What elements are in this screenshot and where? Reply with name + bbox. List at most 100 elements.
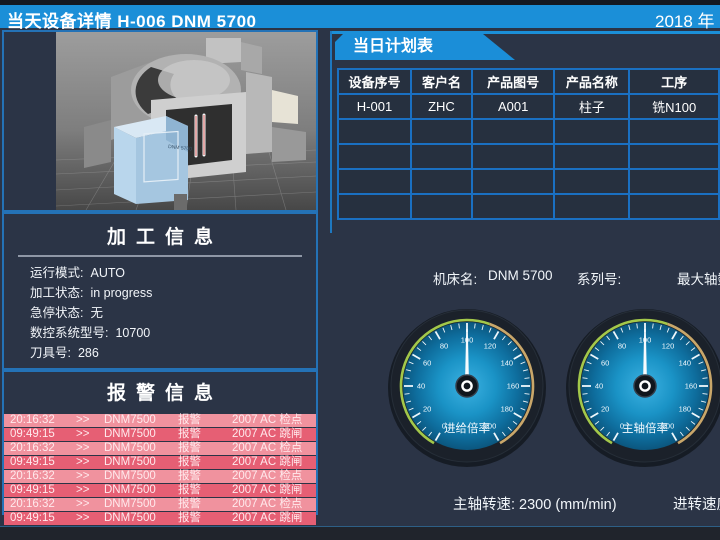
svg-text:40: 40	[417, 382, 425, 391]
alarm-type: 报警	[178, 414, 201, 426]
alarm-info-panel: 报警信息 20:16:32 >> DNM7500 报警 2007 AC 检点 09:49:…	[2, 370, 318, 525]
alarm-separator: >>	[76, 512, 90, 524]
gauge-label: 进给倍率	[444, 421, 490, 435]
table-cell	[553, 193, 631, 220]
alarm-row[interactable]: 09:49:15 >> DNM7500 报警 2007 AC 跳闸	[4, 456, 316, 469]
alarm-type: 报警	[178, 498, 201, 510]
table-row[interactable]: H-001 ZHC A001 柱子 铣N100	[337, 93, 720, 120]
alarm-type: 报警	[178, 512, 201, 524]
machine-image-panel: DNM 5700	[2, 30, 318, 212]
serial-number-label: 系列号:	[577, 272, 622, 287]
alarm-row[interactable]: 09:49:15 >> DNM7500 报警 2007 AC 跳闸	[4, 512, 316, 525]
alarm-time: 09:49:15	[10, 484, 55, 496]
alarm-code: 2007 AC 跳闸	[232, 456, 303, 468]
machine-model-text: DNM 5700	[168, 144, 193, 152]
footer-line	[0, 526, 720, 527]
alarm-time: 20:16:32	[10, 442, 55, 454]
feed-speed-readout: 进转速度	[673, 497, 720, 513]
gauge: 020406080100120140160180200进给倍率	[388, 309, 546, 467]
alarm-row[interactable]: 20:16:32 >> DNM7500 报警 2007 AC 检点	[4, 414, 316, 427]
table-cell	[470, 168, 556, 195]
alarm-separator: >>	[76, 414, 90, 426]
svg-text:40: 40	[595, 382, 603, 391]
alarm-code: 2007 AC 跳闸	[232, 484, 303, 496]
table-cell	[409, 118, 473, 145]
table-cell	[553, 168, 631, 195]
table-cell	[628, 168, 720, 195]
processing-info-panel: 加工信息 运行模式: AUTO 加工状态: in progress 急停状态: 无数控系统…	[2, 212, 318, 370]
alarm-code: 2007 AC 检点	[232, 470, 303, 482]
table-cell	[409, 143, 473, 170]
alarm-time: 20:16:32	[10, 414, 55, 426]
svg-text:120: 120	[484, 342, 497, 351]
table-cell: ZHC	[409, 93, 473, 120]
alarm-row[interactable]: 20:16:32 >> DNM7500 报警 2007 AC 检点	[4, 498, 316, 511]
tab-daily-plan[interactable]: 当日计划表	[335, 34, 515, 60]
svg-text:60: 60	[601, 359, 609, 368]
table-cell	[628, 193, 720, 220]
alarm-separator: >>	[76, 498, 90, 510]
alarm-device: DNM7500	[104, 498, 156, 510]
table-row[interactable]	[337, 143, 720, 170]
alarm-time: 20:16:32	[10, 470, 55, 482]
table-cell	[409, 193, 473, 220]
alarm-code: 2007 AC 检点	[232, 498, 303, 510]
alarm-separator: >>	[76, 428, 90, 440]
topbar-shadow	[0, 0, 720, 5]
table-cell	[628, 118, 720, 145]
table-cell	[470, 193, 556, 220]
plan-left-line	[330, 31, 332, 233]
table-cell: H-001	[337, 93, 412, 120]
alarm-device: DNM7500	[104, 428, 156, 440]
alarm-device: DNM7500	[104, 470, 156, 482]
field-value: 286	[77, 346, 99, 360]
alarm-device: DNM7500	[104, 512, 156, 524]
svg-text:20: 20	[423, 405, 431, 414]
processing-field-row: 数控系统型号: 10700	[4, 323, 316, 343]
table-cell	[337, 118, 412, 145]
svg-text:60: 60	[423, 359, 431, 368]
alarm-row[interactable]: 09:49:15 >> DNM7500 报警 2007 AC 跳闸	[4, 484, 316, 497]
svg-text:160: 160	[507, 382, 520, 391]
svg-text:180: 180	[501, 405, 514, 414]
alarm-time: 09:49:15	[10, 428, 55, 440]
alarm-code: 2007 AC 检点	[232, 414, 303, 426]
table-cell	[337, 168, 412, 195]
tab-daily-plan-label: 当日计划表	[353, 38, 434, 55]
machine-name-value: DNM 5700	[488, 268, 553, 283]
topbar-date: 2018 年	[655, 12, 715, 31]
svg-text:120: 120	[662, 342, 675, 351]
spindle-speed-readout: 主轴转速: 2300 (mm/min)	[453, 497, 617, 513]
field-value: in progress	[90, 286, 153, 300]
table-cell: 铣N100	[628, 93, 720, 120]
alarm-time: 09:49:15	[10, 456, 55, 468]
machine-name-label: 机床名:	[433, 272, 478, 287]
alarm-row[interactable]: 20:16:32 >> DNM7500 报警 2007 AC 检点	[4, 470, 316, 483]
footer-strip	[0, 527, 720, 540]
alarm-info-title: 报警信息	[106, 383, 223, 404]
svg-text:180: 180	[679, 405, 692, 414]
alarm-row[interactable]: 20:16:32 >> DNM7500 报警 2007 AC 检点	[4, 442, 316, 455]
alarm-device: DNM7500	[104, 484, 156, 496]
alarm-device: DNM7500	[104, 414, 156, 426]
table-cell	[470, 143, 556, 170]
svg-text:80: 80	[440, 342, 448, 351]
table-row[interactable]	[337, 168, 720, 195]
table-cell: A001	[470, 93, 556, 120]
field-label: 急停状态:	[30, 306, 84, 320]
svg-text:140: 140	[501, 359, 514, 368]
alarm-code: 2007 AC 跳闸	[232, 428, 303, 440]
alarm-row[interactable]: 09:49:15 >> DNM7500 报警 2007 AC 跳闸	[4, 428, 316, 441]
topbar	[0, 5, 720, 28]
machine-meta-row: 机床名: DNM 5700 系列号: 最大轴数	[0, 268, 720, 288]
alarm-type: 报警	[178, 442, 201, 454]
column-header: 产品图号	[470, 68, 556, 95]
svg-text:200: 200	[484, 421, 497, 430]
table-row[interactable]	[337, 118, 720, 145]
field-value: 无	[90, 306, 103, 320]
field-value: AUTO	[90, 266, 125, 280]
processing-info-title: 加工信息	[106, 227, 223, 248]
svg-text:160: 160	[685, 382, 698, 391]
table-row[interactable]	[337, 193, 720, 220]
